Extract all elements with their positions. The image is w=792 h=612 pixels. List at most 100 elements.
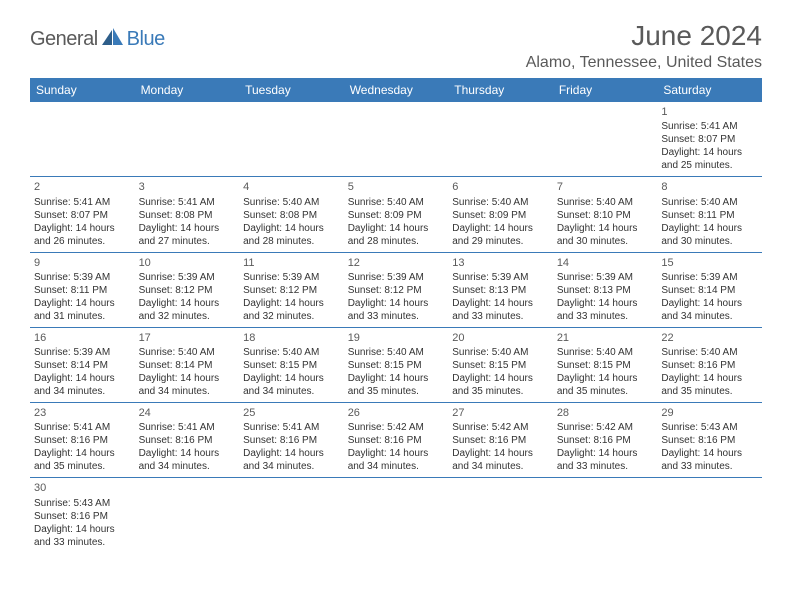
day-number: 15 bbox=[661, 256, 758, 270]
calendar-cell: 26Sunrise: 5:42 AMSunset: 8:16 PMDayligh… bbox=[344, 403, 449, 478]
calendar-table: Sunday Monday Tuesday Wednesday Thursday… bbox=[30, 78, 762, 553]
sunrise-text: Sunrise: 5:40 AM bbox=[661, 196, 758, 209]
daylight-text: Daylight: 14 hours and 34 minutes. bbox=[452, 447, 549, 473]
sunset-text: Sunset: 8:11 PM bbox=[34, 284, 131, 297]
daylight-text: Daylight: 14 hours and 35 minutes. bbox=[661, 372, 758, 398]
calendar-week: 16Sunrise: 5:39 AMSunset: 8:14 PMDayligh… bbox=[30, 327, 762, 402]
calendar-cell: 10Sunrise: 5:39 AMSunset: 8:12 PMDayligh… bbox=[135, 252, 240, 327]
daylight-text: Daylight: 14 hours and 34 minutes. bbox=[243, 447, 340, 473]
sunrise-text: Sunrise: 5:40 AM bbox=[139, 346, 236, 359]
daylight-text: Daylight: 14 hours and 34 minutes. bbox=[348, 447, 445, 473]
day-header: Wednesday bbox=[344, 78, 449, 102]
calendar-cell bbox=[30, 102, 135, 177]
day-number: 17 bbox=[139, 331, 236, 345]
calendar-cell bbox=[135, 478, 240, 553]
daylight-text: Daylight: 14 hours and 25 minutes. bbox=[661, 146, 758, 172]
calendar-cell: 3Sunrise: 5:41 AMSunset: 8:08 PMDaylight… bbox=[135, 177, 240, 252]
day-header-row: Sunday Monday Tuesday Wednesday Thursday… bbox=[30, 78, 762, 102]
sunset-text: Sunset: 8:16 PM bbox=[348, 434, 445, 447]
day-number: 3 bbox=[139, 180, 236, 194]
day-header: Sunday bbox=[30, 78, 135, 102]
daylight-text: Daylight: 14 hours and 34 minutes. bbox=[139, 372, 236, 398]
sunrise-text: Sunrise: 5:41 AM bbox=[34, 421, 131, 434]
sunrise-text: Sunrise: 5:40 AM bbox=[557, 346, 654, 359]
daylight-text: Daylight: 14 hours and 33 minutes. bbox=[557, 447, 654, 473]
calendar-cell: 7Sunrise: 5:40 AMSunset: 8:10 PMDaylight… bbox=[553, 177, 658, 252]
calendar-cell: 2 Sunrise: 5:41 AMSunset: 8:07 PMDaylight… bbox=[30, 177, 135, 252]
sunrise-text: Sunrise: 5:39 AM bbox=[34, 271, 131, 284]
day-number: 10 bbox=[139, 256, 236, 270]
daylight-text: Daylight: 14 hours and 28 minutes. bbox=[243, 222, 340, 248]
sunrise-text: Sunrise: 5:40 AM bbox=[661, 346, 758, 359]
sunrise-text: Sunrise: 5:40 AM bbox=[452, 346, 549, 359]
calendar-cell: 30Sunrise: 5:43 AMSunset: 8:16 PMDayligh… bbox=[30, 478, 135, 553]
sunrise-text: Sunrise: 5:40 AM bbox=[243, 196, 340, 209]
daylight-text: Daylight: 14 hours and 33 minutes. bbox=[348, 297, 445, 323]
daylight-text: Daylight: 14 hours and 31 minutes. bbox=[34, 297, 131, 323]
daylight-text: Daylight: 14 hours and 28 minutes. bbox=[348, 222, 445, 248]
sunset-text: Sunset: 8:14 PM bbox=[34, 359, 131, 372]
location: Alamo, Tennessee, United States bbox=[526, 54, 762, 72]
logo-text-general: General bbox=[30, 28, 98, 51]
sunset-text: Sunset: 8:15 PM bbox=[452, 359, 549, 372]
sunset-text: Sunset: 8:09 PM bbox=[348, 209, 445, 222]
calendar-cell: 8Sunrise: 5:40 AMSunset: 8:11 PMDaylight… bbox=[657, 177, 762, 252]
day-number: 11 bbox=[243, 256, 340, 270]
sunset-text: Sunset: 8:07 PM bbox=[34, 209, 131, 222]
sunrise-text: Sunrise: 5:42 AM bbox=[452, 421, 549, 434]
month-title: June 2024 bbox=[526, 20, 762, 52]
sunset-text: Sunset: 8:12 PM bbox=[139, 284, 236, 297]
sunset-text: Sunset: 8:12 PM bbox=[348, 284, 445, 297]
day-number: 28 bbox=[557, 406, 654, 420]
day-number: 24 bbox=[139, 406, 236, 420]
calendar-cell: 5Sunrise: 5:40 AMSunset: 8:09 PMDaylight… bbox=[344, 177, 449, 252]
day-number: 4 bbox=[243, 180, 340, 194]
calendar-cell: 12Sunrise: 5:39 AMSunset: 8:12 PMDayligh… bbox=[344, 252, 449, 327]
sunset-text: Sunset: 8:16 PM bbox=[452, 434, 549, 447]
sunset-text: Sunset: 8:16 PM bbox=[139, 434, 236, 447]
sunrise-text: Sunrise: 5:39 AM bbox=[557, 271, 654, 284]
day-header: Tuesday bbox=[239, 78, 344, 102]
sail-icon bbox=[102, 28, 124, 51]
calendar-cell: 1Sunrise: 5:41 AMSunset: 8:07 PMDaylight… bbox=[657, 102, 762, 177]
day-header: Monday bbox=[135, 78, 240, 102]
daylight-text: Daylight: 14 hours and 34 minutes. bbox=[661, 297, 758, 323]
daylight-text: Daylight: 14 hours and 26 minutes. bbox=[34, 222, 131, 248]
sunset-text: Sunset: 8:15 PM bbox=[348, 359, 445, 372]
day-number: 20 bbox=[452, 331, 549, 345]
calendar-cell: 21Sunrise: 5:40 AMSunset: 8:15 PMDayligh… bbox=[553, 327, 658, 402]
calendar-cell: 27Sunrise: 5:42 AMSunset: 8:16 PMDayligh… bbox=[448, 403, 553, 478]
daylight-text: Daylight: 14 hours and 32 minutes. bbox=[243, 297, 340, 323]
daylight-text: Daylight: 14 hours and 33 minutes. bbox=[34, 523, 131, 549]
day-number: 19 bbox=[348, 331, 445, 345]
sunrise-text: Sunrise: 5:39 AM bbox=[661, 271, 758, 284]
sunrise-text: Sunrise: 5:41 AM bbox=[139, 421, 236, 434]
daylight-text: Daylight: 14 hours and 32 minutes. bbox=[139, 297, 236, 323]
calendar-cell bbox=[448, 102, 553, 177]
daylight-text: Daylight: 14 hours and 30 minutes. bbox=[557, 222, 654, 248]
calendar-cell: 24Sunrise: 5:41 AMSunset: 8:16 PMDayligh… bbox=[135, 403, 240, 478]
day-number: 25 bbox=[243, 406, 340, 420]
daylight-text: Daylight: 14 hours and 30 minutes. bbox=[661, 222, 758, 248]
sunset-text: Sunset: 8:08 PM bbox=[139, 209, 236, 222]
day-header: Thursday bbox=[448, 78, 553, 102]
title-block: June 2024 Alamo, Tennessee, United State… bbox=[526, 20, 762, 72]
calendar-cell: 28Sunrise: 5:42 AMSunset: 8:16 PMDayligh… bbox=[553, 403, 658, 478]
day-number: 22 bbox=[661, 331, 758, 345]
sunset-text: Sunset: 8:15 PM bbox=[243, 359, 340, 372]
calendar-cell: 19Sunrise: 5:40 AMSunset: 8:15 PMDayligh… bbox=[344, 327, 449, 402]
sunset-text: Sunset: 8:13 PM bbox=[452, 284, 549, 297]
calendar-week: 1Sunrise: 5:41 AMSunset: 8:07 PMDaylight… bbox=[30, 102, 762, 177]
calendar-cell bbox=[657, 478, 762, 553]
day-number: 8 bbox=[661, 180, 758, 194]
daylight-text: Daylight: 14 hours and 27 minutes. bbox=[139, 222, 236, 248]
sunrise-text: Sunrise: 5:39 AM bbox=[139, 271, 236, 284]
day-number: 9 bbox=[34, 256, 131, 270]
calendar-cell bbox=[239, 478, 344, 553]
calendar-cell: 15Sunrise: 5:39 AMSunset: 8:14 PMDayligh… bbox=[657, 252, 762, 327]
day-number: 16 bbox=[34, 331, 131, 345]
sunset-text: Sunset: 8:15 PM bbox=[557, 359, 654, 372]
sunrise-text: Sunrise: 5:41 AM bbox=[34, 196, 131, 209]
sunset-text: Sunset: 8:08 PM bbox=[243, 209, 340, 222]
day-number: 2 bbox=[34, 180, 131, 194]
